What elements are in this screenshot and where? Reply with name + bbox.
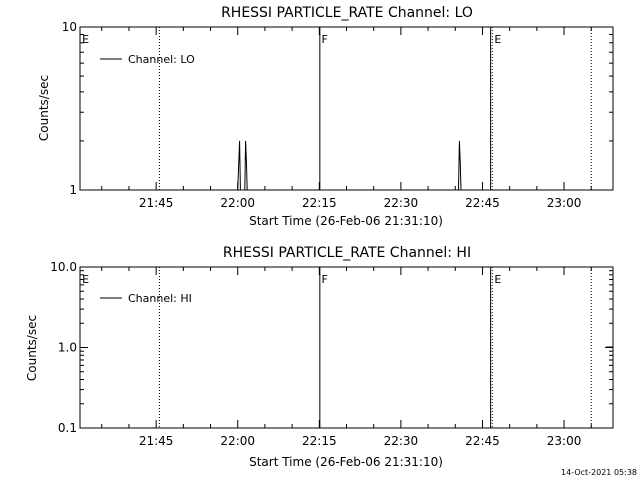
- plot-frame: [79, 26, 614, 191]
- x-tick-label: 22:30: [384, 196, 419, 210]
- event-marker-label: E: [494, 273, 501, 286]
- x-tick-label: 23:00: [547, 196, 582, 210]
- chart-title: RHESSI PARTICLE_RATE Channel: HI: [223, 245, 471, 261]
- event-marker-label: E: [494, 33, 501, 46]
- event-marker-label: F: [321, 273, 327, 286]
- x-tick-label: 21:45: [139, 196, 174, 210]
- tick-group: 21:45 22:00 22:15 22:30 22:45 23:00 1 10: [62, 20, 613, 210]
- x-tick-label: 22:15: [302, 196, 337, 210]
- vline-group: [158, 267, 592, 428]
- x-axis-label: Start Time (26-Feb-06 21:31:10): [249, 455, 443, 469]
- series-group: [237, 140, 462, 191]
- x-tick-label: 22:45: [465, 196, 500, 210]
- x-tick-label: 21:45: [139, 434, 174, 448]
- x-tick-label: 22:00: [220, 434, 255, 448]
- chart-title: RHESSI PARTICLE_RATE Channel: LO: [221, 5, 473, 21]
- y-tick-label: 0.1: [58, 421, 77, 435]
- x-axis-label: Start Time (26-Feb-06 21:31:10): [249, 214, 443, 228]
- event-marker-label: F: [321, 33, 327, 46]
- tick-group: 21:45 22:00 22:15 22:30 22:45 23:00 0.1 1.0 10.0: [50, 260, 613, 448]
- x-tick-label: 22:00: [220, 196, 255, 210]
- event-marker-label: E: [82, 273, 89, 286]
- y-tick-label: 10.0: [50, 260, 77, 274]
- legend-label: Channel: HI: [128, 292, 192, 305]
- x-tick-label: 23:00: [547, 434, 582, 448]
- series-line: [237, 140, 462, 191]
- x-tick-label: 22:45: [465, 434, 500, 448]
- y-axis-label: Counts/sec: [25, 315, 39, 381]
- event-marker-label: E: [82, 33, 89, 46]
- panel-lo: RHESSI PARTICLE_RATE Channel: LO Counts/…: [37, 5, 614, 228]
- timestamp: 14-Oct-2021 05:38: [561, 468, 637, 477]
- y-axis-label: Counts/sec: [37, 75, 51, 141]
- x-tick-label: 22:30: [384, 434, 419, 448]
- x-tick-label: 22:15: [302, 434, 337, 448]
- vline-group: [158, 27, 592, 190]
- panel-hi: RHESSI PARTICLE_RATE Channel: HI Counts/…: [25, 245, 614, 469]
- y-tick-label: 1.0: [58, 341, 77, 355]
- legend-label: Channel: LO: [128, 53, 195, 66]
- y-tick-label: 10: [62, 20, 77, 34]
- y-tick-label: 1: [69, 183, 77, 197]
